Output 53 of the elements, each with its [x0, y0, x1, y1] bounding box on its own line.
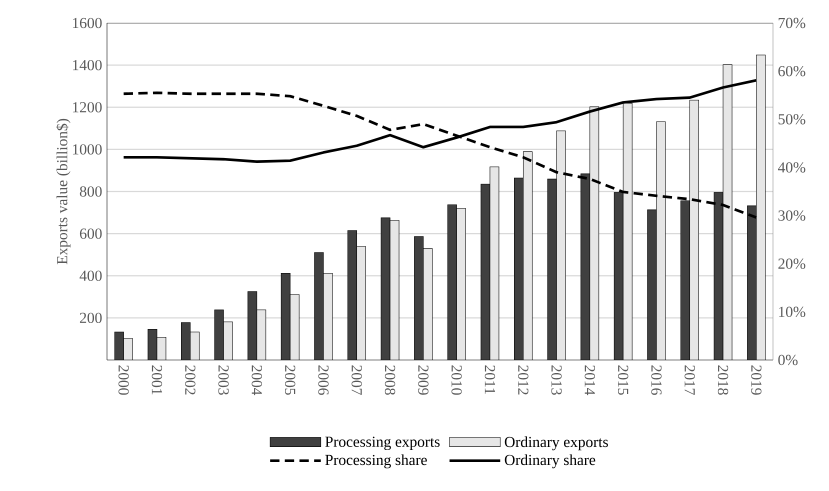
y-tick-label: 800 — [80, 186, 102, 197]
x-tick-label: 2000 — [118, 365, 129, 395]
bar — [623, 103, 632, 360]
bar — [190, 332, 200, 360]
bar — [423, 248, 432, 360]
y-tick-label: 1000 — [72, 144, 102, 155]
y-tick-label: 1600 — [72, 18, 102, 28]
y2-tick-label: 20% — [778, 258, 806, 269]
y-tick-label: 600 — [80, 228, 102, 239]
y2-tick-label: 60% — [778, 66, 806, 76]
y-tick-label: 1400 — [72, 60, 102, 70]
y-axis-title: Exports value (billion$) — [56, 118, 70, 264]
x-tick-label: 2004 — [252, 365, 262, 396]
legend-label: Processing share — [325, 454, 427, 468]
x-tick-label: 2005 — [284, 365, 296, 395]
bar — [756, 54, 766, 360]
x-tick-label: 2016 — [651, 365, 662, 395]
y2-tick-label: 30% — [778, 210, 806, 221]
x-tick-label: 2003 — [218, 365, 229, 395]
bar — [356, 246, 366, 360]
x-tick-label: 2009 — [418, 365, 429, 395]
y2-tick-label: 10% — [779, 306, 806, 318]
x-tick-label: 2008 — [384, 365, 396, 395]
y-tick-label: 1200 — [72, 102, 102, 112]
x-tick-label: 2012 — [518, 365, 528, 395]
y2-tick-label: 50% — [778, 114, 806, 124]
x-tick-label: 2019 — [751, 365, 762, 395]
x-tick-label: 2001 — [152, 365, 162, 394]
x-tick-label: 2007 — [352, 365, 362, 395]
y2-tick-label: 0% — [778, 354, 798, 366]
y2-tick-label: 40% — [778, 162, 806, 173]
x-tick-label: 2013 — [551, 365, 562, 395]
legend-label: Processing exports — [325, 436, 440, 450]
bar — [590, 106, 599, 360]
x-tick-label: 2017 — [684, 365, 695, 395]
x-tick-label: 2010 — [451, 365, 462, 395]
bar — [523, 152, 532, 360]
x-tick-label: 2014 — [584, 365, 596, 396]
legend-label: Ordinary exports — [504, 436, 608, 450]
x-tick-label: 2011 — [484, 365, 496, 394]
y2-tick-label: 70% — [778, 18, 806, 28]
x-tick-label: 2006 — [318, 365, 329, 395]
bar — [256, 310, 266, 360]
x-tick-label: 2002 — [185, 365, 196, 395]
bar — [456, 208, 466, 360]
bar — [124, 338, 133, 360]
x-tick-label: 2018 — [718, 365, 728, 395]
y-tick-label: 400 — [80, 270, 102, 281]
y-tick-label: 200 — [80, 312, 102, 324]
bar — [690, 100, 699, 360]
x-tick-label: 2015 — [618, 365, 628, 395]
legend-label: Ordinary share — [504, 454, 596, 468]
bar — [290, 294, 300, 360]
